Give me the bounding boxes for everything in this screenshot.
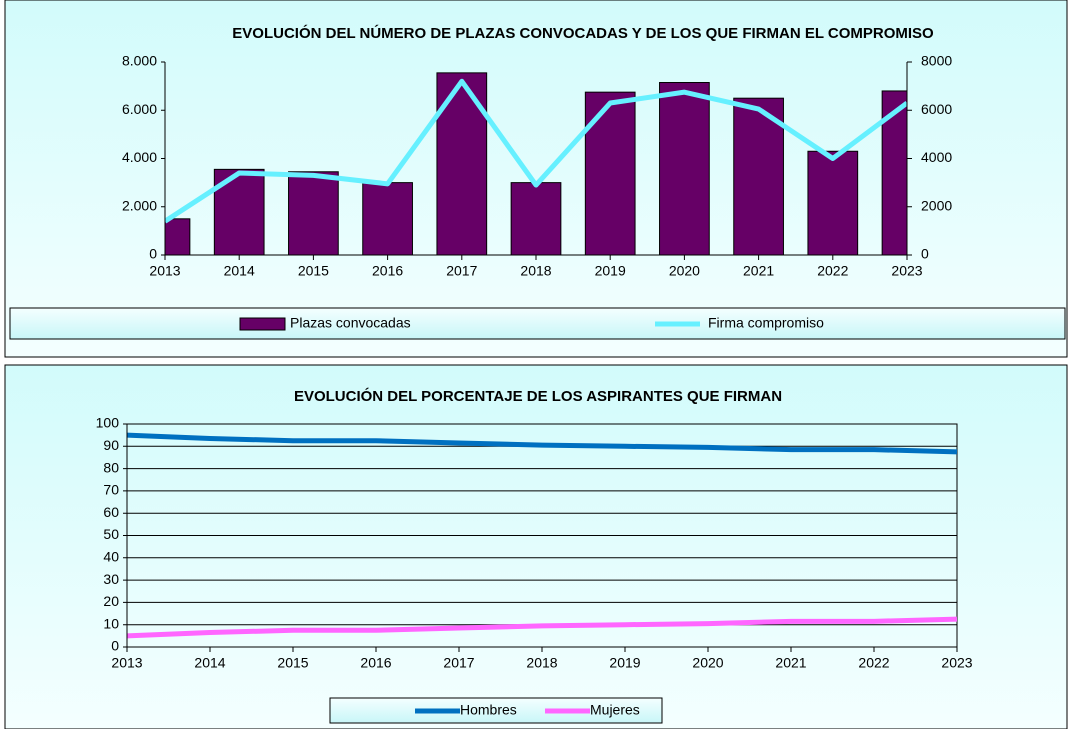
x-tick-label: 2013	[149, 263, 180, 279]
y-tick-label: 4.000	[122, 149, 157, 165]
y2-tick-label: 4000	[921, 149, 952, 165]
x-tick-label: 2013	[111, 655, 142, 671]
panel	[4, 364, 1068, 729]
bar	[510, 182, 562, 256]
x-tick-label: 2020	[692, 655, 723, 671]
x-tick-label: 2020	[669, 263, 700, 279]
y-tick-label: 10	[103, 615, 119, 631]
y-tick-label: 20	[103, 593, 119, 609]
x-tick-label: 2014	[224, 263, 255, 279]
x-tick-label: 2022	[858, 655, 889, 671]
chart-title: EVOLUCIÓN DEL PORCENTAJE DE LOS ASPIRANT…	[294, 387, 782, 405]
y2-tick-label: 6000	[921, 101, 952, 117]
y2-tick-label: 0	[921, 246, 929, 262]
line	[126, 432, 958, 455]
y-tick-label: 0	[111, 638, 119, 654]
bar	[362, 182, 413, 256]
chart-title: EVOLUCIÓN DEL NÚMERO DE PLAZAS CONVOCADA…	[232, 24, 934, 42]
legend-box	[9, 307, 1066, 340]
x-tick-label: 2017	[446, 263, 477, 279]
x-tick-label: 2021	[775, 655, 806, 671]
legend-box	[329, 697, 663, 724]
y2-tick-label: 8000	[921, 53, 952, 69]
plot	[126, 432, 958, 639]
bar	[733, 97, 784, 256]
panel	[4, 0, 1068, 358]
legend-label: Plazas convocadas	[290, 315, 411, 331]
bar	[659, 82, 710, 256]
x-tick-label: 2017	[443, 655, 474, 671]
x-tick-label: 2022	[817, 263, 848, 279]
plot	[165, 72, 907, 256]
y-tick-label: 40	[103, 549, 119, 565]
y-tick-label: 90	[103, 437, 119, 453]
legend-label: Hombres	[460, 702, 517, 718]
y-tick-label: 8.000	[122, 53, 157, 69]
legend-swatch	[239, 317, 286, 331]
y2-tick-label: 2000	[921, 197, 952, 213]
x-tick-label: 2019	[609, 655, 640, 671]
x-tick-label: 2021	[743, 263, 774, 279]
y-tick-label: 60	[103, 504, 119, 520]
bar	[288, 171, 339, 256]
line	[126, 616, 958, 639]
y-tick-label: 30	[103, 571, 119, 587]
bar	[584, 91, 636, 256]
bar	[807, 150, 859, 256]
x-tick-label: 2014	[194, 655, 225, 671]
x-tick-label: 2016	[372, 263, 403, 279]
y-tick-label: 70	[103, 482, 119, 498]
x-tick-label: 2023	[941, 655, 972, 671]
legend-label: Firma compromiso	[708, 315, 824, 331]
line	[165, 78, 907, 224]
bar	[436, 72, 488, 256]
legend-label: Mujeres	[590, 702, 640, 718]
x-tick-label: 2015	[277, 655, 308, 671]
x-tick-label: 2018	[526, 655, 557, 671]
x-tick-label: 2019	[595, 263, 626, 279]
x-tick-label: 2023	[891, 263, 922, 279]
y-tick-label: 80	[103, 459, 119, 475]
y-tick-label: 100	[96, 415, 120, 431]
y-tick-label: 6.000	[122, 101, 157, 117]
x-tick-label: 2018	[520, 263, 551, 279]
y-tick-label: 50	[103, 526, 119, 542]
x-tick-label: 2015	[298, 263, 329, 279]
y-tick-label: 0	[149, 246, 157, 262]
y-tick-label: 2.000	[122, 197, 157, 213]
x-tick-label: 2016	[360, 655, 391, 671]
